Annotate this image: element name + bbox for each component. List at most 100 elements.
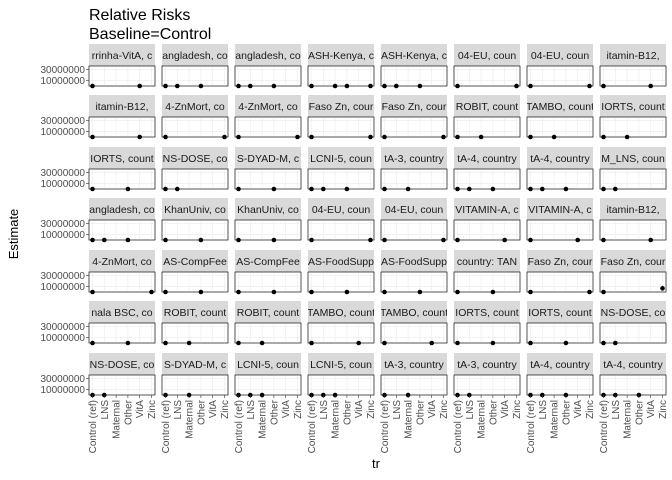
estimate-point — [368, 134, 373, 140]
facet-strip-label: AS-CompFee — [236, 256, 300, 268]
estimate-point — [163, 186, 168, 192]
facet-plot-border — [599, 168, 667, 190]
facet-panel: ROBIT, count — [234, 301, 302, 346]
x-tick-label: Other — [342, 399, 353, 425]
facet-panel: tA-3, country — [380, 353, 448, 398]
facet-strip-label: KhanUniv, co — [237, 204, 299, 216]
facet-strip — [235, 95, 301, 117]
facet-strip — [162, 147, 228, 169]
facet-strip — [600, 147, 666, 169]
facet-strip — [89, 147, 155, 169]
facet-strip — [600, 301, 666, 323]
facet-plot-area — [453, 219, 521, 241]
x-tick-label: Maternal — [258, 400, 269, 439]
estimate-point — [455, 237, 460, 243]
x-tick-label: VitA — [208, 400, 219, 418]
x-tick-label: Zinc — [512, 400, 523, 419]
facet-panel: Faso Zn, cour — [599, 250, 667, 295]
facet-panel: AS-FoodSupp — [380, 250, 448, 295]
facet-panel: ROBIT, count — [161, 301, 229, 346]
estimate-point — [613, 340, 618, 346]
facet-strip-label: LCNI-5, coun — [237, 359, 299, 371]
estimate-point — [137, 134, 142, 140]
estimate-point — [90, 289, 95, 295]
facet-strip — [527, 147, 593, 169]
estimate-point — [125, 340, 131, 346]
facet-plot-border — [307, 116, 375, 138]
x-tick-label: Maternal — [550, 400, 561, 439]
estimate-point — [467, 186, 472, 192]
facet-plot-area — [88, 322, 156, 344]
facet-strip — [381, 147, 447, 169]
facet-panel: ASH-Kenya, c — [380, 44, 448, 89]
facet-plot-area — [88, 374, 156, 396]
facet-plot-area — [161, 374, 229, 396]
x-tick-label: Maternal — [623, 400, 634, 439]
facet-strip — [527, 250, 593, 272]
facet-strip-label: 04-EU, coun — [531, 50, 590, 62]
facet-strip-label: TAMBO, count — [307, 307, 375, 319]
x-tick-label: Control (ref) — [380, 400, 391, 453]
y-tick-label: 10000000 — [41, 127, 86, 138]
estimate-point — [587, 83, 592, 89]
facet-strip-label: tA-4, country — [530, 153, 590, 165]
facet-strip-label: 4-ZnMort, co — [92, 256, 152, 268]
estimate-point — [540, 186, 545, 192]
facet-strip — [381, 95, 447, 117]
x-tick-label: VitA — [646, 400, 657, 418]
facet-strip-label: NS-DOSE, co — [90, 359, 155, 371]
x-tick-label: Maternal — [477, 400, 488, 439]
estimate-point — [149, 289, 154, 295]
facet-panel: itamin-B12, — [599, 44, 667, 89]
facet-plot-area — [234, 168, 302, 190]
facet-strip-label: angladesh, co — [235, 50, 301, 62]
x-tick-label: Control (ref) — [161, 400, 172, 453]
facet-plot-border — [380, 374, 448, 396]
facet-plot-area — [453, 271, 521, 293]
estimate-point — [601, 237, 606, 243]
facet-plot-border — [599, 271, 667, 293]
x-tick-label: Control (ref) — [453, 400, 464, 453]
facet-strip-label: angladesh, co — [89, 204, 155, 216]
estimate-point — [528, 237, 533, 243]
facet-strip — [89, 198, 155, 220]
facet-plot-area — [526, 271, 594, 293]
estimate-point — [601, 340, 606, 346]
facet-strip-label: NS-DOSE, co — [601, 307, 666, 319]
facet-panel: angladesh, co — [234, 44, 302, 89]
facet-plot-area — [599, 322, 667, 344]
estimate-point — [344, 186, 350, 192]
facet-strip-label: IORTS, count — [528, 307, 591, 319]
facet-strip-label: 04-EU, coun — [458, 50, 517, 62]
estimate-point — [90, 340, 95, 346]
facet-plot-border — [234, 65, 302, 87]
estimate-point — [271, 237, 277, 243]
facet-plot-area — [599, 65, 667, 87]
facet-panel: S-DYAD-M, c — [161, 353, 229, 398]
facet-strip-label: LCNI-5, coun — [310, 359, 372, 371]
estimate-point — [271, 83, 277, 89]
x-tick-label: VitA — [281, 400, 292, 418]
facet-strip — [235, 147, 301, 169]
facet-strip-label: S-DYAD-M, c — [237, 153, 299, 165]
estimate-point — [551, 134, 557, 140]
facet-strip-label: angladesh, co — [162, 50, 228, 62]
estimate-point — [417, 83, 423, 89]
estimate-point — [309, 134, 314, 140]
facet-plot-border — [453, 168, 521, 190]
facet-plot-border — [453, 271, 521, 293]
facet-plot-border — [380, 65, 448, 87]
x-tick-label: Other — [196, 399, 207, 425]
facet-plot-area — [307, 322, 375, 344]
facet-plot-border — [88, 116, 156, 138]
facet-strip-label: IORTS, count — [90, 153, 153, 165]
y-tick-label: 30000000 — [41, 65, 86, 76]
estimate-point — [382, 340, 387, 346]
estimate-point — [601, 186, 606, 192]
x-tick-label: Control (ref) — [307, 400, 318, 453]
y-tick-label: 30000000 — [41, 219, 86, 230]
facet-panel: tA-4, country — [453, 147, 521, 192]
chart-title-line-2: Baseline=Control — [89, 26, 211, 43]
